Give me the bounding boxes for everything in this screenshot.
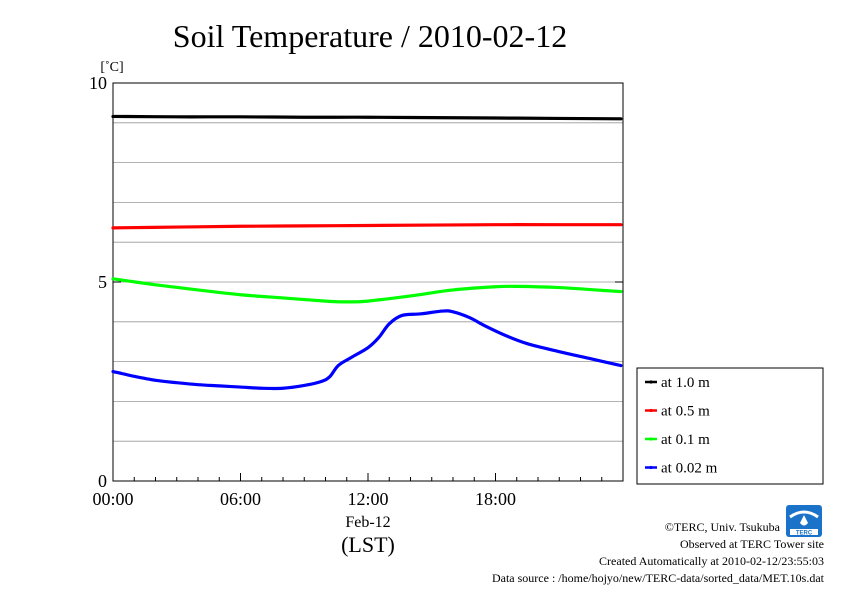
- grid-lines: [113, 122, 623, 442]
- legend-box: [636, 367, 824, 485]
- x-tick-label: 18:00: [475, 489, 516, 509]
- y-tick-label: 10: [89, 73, 107, 93]
- series-line-at-0-5-m: [111, 223, 623, 230]
- legend-marker: [649, 408, 653, 413]
- y-axis: 0 5 10: [89, 73, 623, 491]
- data-source-text: Data source : /home/hojyo/new/TERC-data/…: [491, 571, 824, 585]
- legend-label: at 1.0 m: [661, 375, 710, 391]
- legend: at 1.0 m at 0.5 m at 0.1 m at 0.02 m: [636, 367, 824, 485]
- x-tick-label: 06:00: [220, 489, 261, 509]
- x-axis-label: (LST): [341, 532, 395, 557]
- x-tick-label: 00:00: [92, 489, 133, 509]
- date-label: Feb-12: [345, 514, 390, 531]
- series-line-at-0-02-m: [111, 309, 623, 391]
- svg-text:TERC: TERC: [796, 531, 813, 537]
- x-tick-label: 12:00: [347, 489, 388, 509]
- chart-title: Soil Temperature / 2010-02-12: [173, 18, 567, 54]
- legend-marker: [649, 437, 653, 441]
- y-tick-label: 0: [98, 471, 107, 491]
- legend-marker: [649, 465, 653, 470]
- legend-label: at 0.02 m: [661, 461, 718, 477]
- copyright-text: ©TERC, Univ. Tsukuba: [664, 520, 780, 534]
- series-line-at-0-1-m: [111, 277, 623, 304]
- y-tick-label: 5: [98, 272, 107, 292]
- legend-label: at 0.1 m: [661, 432, 710, 448]
- observed-text: Observed at TERC Tower site: [679, 537, 824, 551]
- series-group: [111, 114, 623, 391]
- legend-label: at 0.5 m: [661, 404, 710, 420]
- y-axis-unit-label: [˚C]: [100, 60, 123, 75]
- terc-logo: TERC: [784, 503, 824, 539]
- series-line-at-1-0-m: [111, 114, 623, 121]
- x-axis: 00:00 06:00 12:00 18:00: [92, 473, 603, 509]
- legend-marker: [649, 380, 653, 384]
- created-text: Created Automatically at 2010-02-12/23:5…: [599, 554, 824, 568]
